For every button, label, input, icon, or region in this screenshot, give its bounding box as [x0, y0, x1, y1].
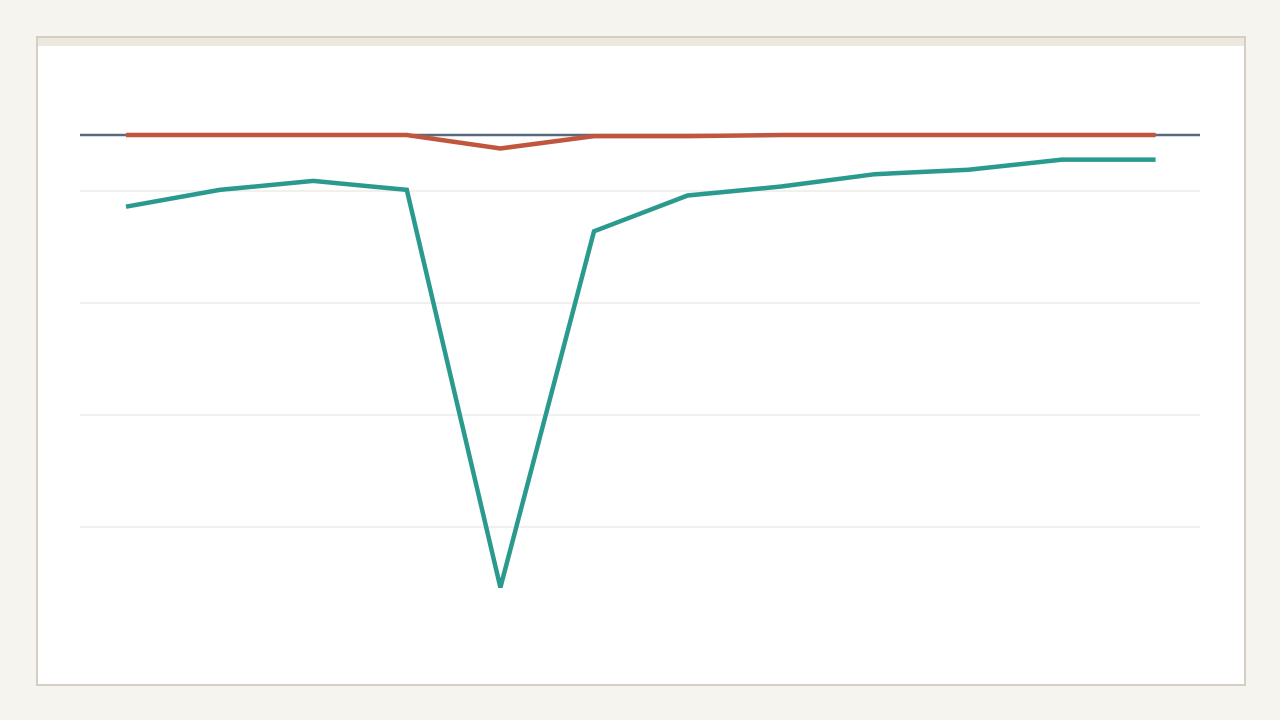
series-line-1: [126, 132, 1156, 151]
series-line-2: [125, 157, 1156, 589]
frame-header-strip: [38, 38, 1244, 46]
chart-frame: [36, 36, 1246, 686]
